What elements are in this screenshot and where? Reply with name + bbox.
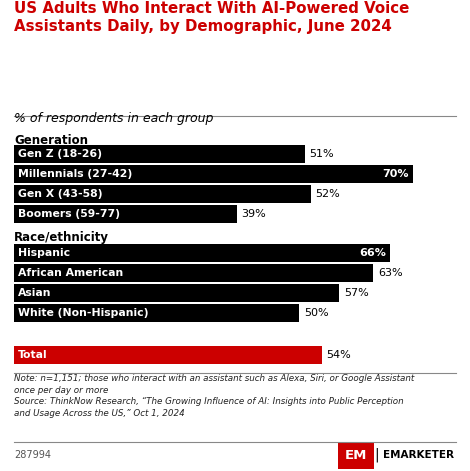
Text: Boomers (59-77): Boomers (59-77) xyxy=(17,209,119,219)
Text: 54%: 54% xyxy=(327,350,352,360)
Text: White (Non-Hispanic): White (Non-Hispanic) xyxy=(17,308,148,318)
Text: 63%: 63% xyxy=(378,268,403,278)
Text: US Adults Who Interact With AI-Powered Voice
Assistants Daily, by Demographic, J: US Adults Who Interact With AI-Powered V… xyxy=(14,1,409,34)
Text: 70%: 70% xyxy=(382,169,409,179)
Text: EM: EM xyxy=(345,449,367,462)
Text: Millennials (27-42): Millennials (27-42) xyxy=(17,169,132,179)
Text: Hispanic: Hispanic xyxy=(17,248,70,258)
Text: Note: n=1,151; those who interact with an assistant such as Alexa, Siri, or Goog: Note: n=1,151; those who interact with a… xyxy=(14,374,415,418)
Text: 66%: 66% xyxy=(359,248,386,258)
Text: 39%: 39% xyxy=(241,209,266,219)
Text: Generation: Generation xyxy=(14,134,88,147)
Text: African American: African American xyxy=(17,268,123,278)
Text: Asian: Asian xyxy=(17,288,51,298)
Bar xyxy=(14,146,305,163)
Text: EMARKETER: EMARKETER xyxy=(383,449,454,460)
Text: 52%: 52% xyxy=(315,189,340,199)
Bar xyxy=(14,244,391,262)
Bar xyxy=(14,205,236,223)
Text: 50%: 50% xyxy=(304,308,329,318)
Bar xyxy=(14,165,413,183)
Text: 287994: 287994 xyxy=(14,450,51,460)
Bar xyxy=(14,304,299,322)
Bar xyxy=(14,346,322,364)
Text: Gen Z (18-26): Gen Z (18-26) xyxy=(17,149,102,159)
Bar xyxy=(14,185,311,203)
Bar xyxy=(14,284,339,302)
Text: 51%: 51% xyxy=(310,149,334,159)
Text: % of respondents in each group: % of respondents in each group xyxy=(14,112,213,125)
Text: |: | xyxy=(375,447,379,462)
Text: 57%: 57% xyxy=(344,288,368,298)
Bar xyxy=(14,264,373,282)
Text: Total: Total xyxy=(17,350,47,360)
Text: Gen X (43-58): Gen X (43-58) xyxy=(17,189,102,199)
Text: Race/ethnicity: Race/ethnicity xyxy=(14,231,109,244)
